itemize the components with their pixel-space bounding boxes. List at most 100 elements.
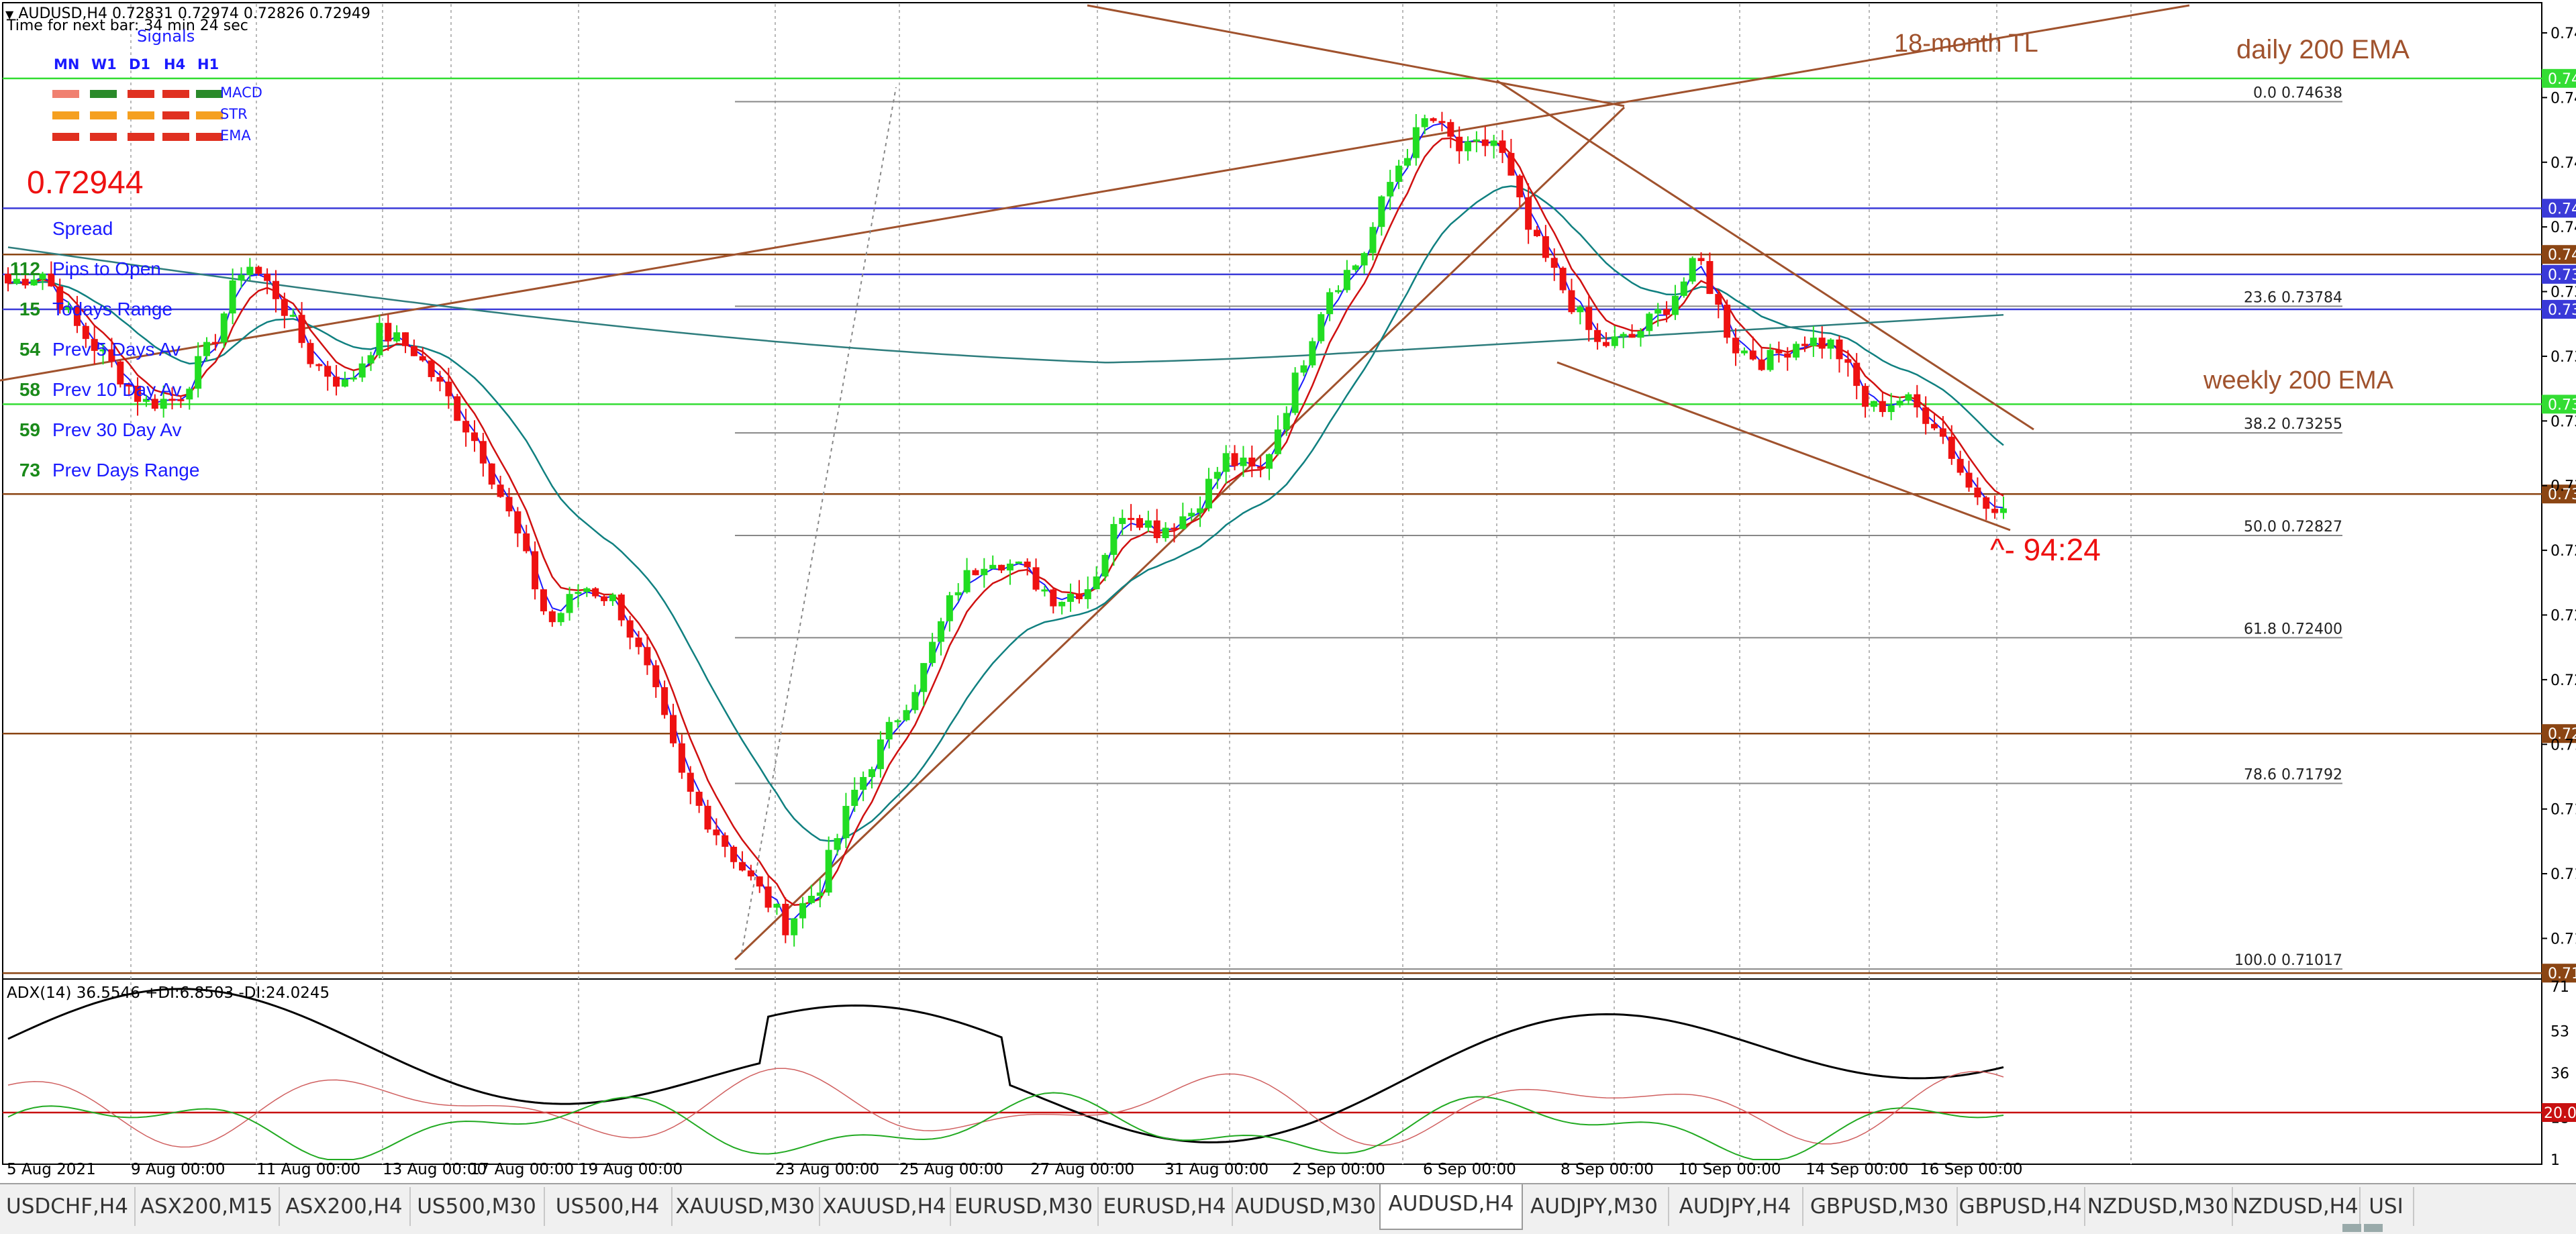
time-axis-label: 10 Sep 00:00 (1678, 1161, 1781, 1178)
candle-body (1887, 405, 1895, 413)
time-axis-label: 11 Aug 00:00 (256, 1161, 361, 1178)
tab-gbpusd-m30[interactable]: GBPUSD,M30 (1802, 1187, 1958, 1226)
candle-body (1024, 561, 1031, 568)
candle-body (1291, 372, 1299, 413)
candle-body (773, 903, 781, 908)
candle-body (860, 776, 867, 790)
adx-line (7, 988, 2004, 1143)
tab-asx200-m15[interactable]: ASX200,M15 (134, 1187, 280, 1226)
candle-body (592, 588, 599, 597)
chart-area[interactable]: 0.0 0.74638 23.6 0.73784 38.2 0.73255 50.0 … (0, 0, 2576, 1183)
candle-body (1283, 413, 1290, 430)
tab-eurusd-h4[interactable]: EURUSD,H4 (1097, 1187, 1233, 1226)
candle-body (1119, 517, 1126, 524)
tab-audjpy-m30[interactable]: AUDJPY,M30 (1520, 1187, 1669, 1226)
signal-indicator (52, 90, 79, 98)
candle-body (238, 274, 245, 280)
signal-indicator (128, 133, 154, 141)
candle-body (747, 870, 754, 877)
candle-body (1412, 127, 1420, 158)
tab-scroll-right-icon[interactable] (2364, 1224, 2383, 1232)
candle-body (454, 396, 461, 421)
tab-audusd-m30[interactable]: AUDUSD,M30 (1232, 1187, 1381, 1226)
candle-body (410, 346, 417, 356)
candle-body (419, 356, 426, 361)
tab-us500-m30[interactable]: US500,M30 (409, 1187, 545, 1226)
info-value: 54 (19, 339, 40, 360)
candle-body (626, 620, 634, 638)
price-tick-label: 0.73305 (2550, 413, 2576, 430)
candle-body (782, 903, 789, 935)
candle-body (1732, 338, 1740, 354)
candle-body (1853, 362, 1861, 387)
candle-body (1559, 268, 1567, 291)
info-row: 58 Prev 10 Day Av (0, 379, 182, 401)
candle-body (367, 355, 375, 364)
tab-nzdusd-h4[interactable]: NZDUSD,H4 (2232, 1187, 2361, 1226)
candle-body (376, 323, 383, 356)
fib-label: 61.8 0.72400 (2244, 621, 2342, 637)
trendline-descending-upper[interactable] (1496, 79, 2034, 431)
time-axis-label: 31 Aug 00:00 (1165, 1161, 1269, 1178)
level-price-box (2542, 724, 2576, 743)
info-label: Prev 5 Days Av (52, 339, 181, 360)
time-axis-label: 5 Aug 2021 (7, 1161, 96, 1178)
candle-body (1775, 350, 1783, 354)
candle-body (963, 570, 971, 593)
candle-body (730, 846, 738, 862)
candle-body (1179, 516, 1187, 529)
candle-body (393, 332, 401, 342)
tab-eurusd-m30[interactable]: EURUSD,M30 (950, 1187, 1099, 1226)
candle-body (255, 266, 262, 274)
tab-xauusd-h4[interactable]: XAUUSD,H4 (819, 1187, 951, 1226)
candle-body (851, 789, 858, 807)
candles (5, 111, 2007, 947)
trendline-descending-lower[interactable] (1556, 361, 2011, 531)
tab-asx200-h4[interactable]: ASX200,H4 (279, 1187, 411, 1226)
tab-audjpy-h4[interactable]: AUDJPY,H4 (1668, 1187, 1803, 1226)
time-axis: 5 Aug 2021 9 Aug 00:00 11 Aug 00:00 13 Aug … (0, 1161, 2576, 1182)
tab-usdchf-h4[interactable]: USDCHF,H4 (0, 1187, 136, 1226)
trendline-upper-resistance[interactable] (1087, 4, 1625, 107)
collapse-triangle-icon[interactable]: ▼ (5, 8, 14, 21)
candle-body (203, 342, 211, 356)
tab-xauusd-m30[interactable]: XAUUSD,M30 (671, 1187, 820, 1226)
signal-timeframe: MN (54, 56, 80, 72)
tab-us500-h4[interactable]: US500,H4 (544, 1187, 673, 1226)
tab-audusd-h4[interactable]: AUDUSD,H4 (1379, 1184, 1523, 1230)
candle-body (617, 595, 625, 621)
time-axis-label: 16 Sep 00:00 (1920, 1161, 2023, 1178)
candle-body (652, 665, 660, 688)
signal-row-label: STR (220, 106, 248, 122)
candle-body (532, 551, 539, 590)
candle-body (756, 876, 763, 887)
candle-body (764, 886, 772, 908)
level-price-label: 0.73375 (2548, 397, 2576, 413)
signal-indicator (162, 133, 189, 141)
trendline-18-month[interactable] (0, 4, 2190, 382)
trendline-rising-support[interactable] (734, 106, 1626, 961)
price-tick-label: 0.72225 (2550, 672, 2576, 689)
info-label: Todays Range (52, 299, 173, 319)
tab-nzdusd-m30[interactable]: NZDUSD,M30 (2084, 1187, 2233, 1226)
candle-body (134, 385, 142, 402)
time-axis-label: 6 Sep 00:00 (1423, 1161, 1516, 1178)
candle-body (1715, 294, 1722, 305)
dotted-projection-line (741, 87, 897, 954)
tab-gbpusd-h4[interactable]: GBPUSD,H4 (1956, 1187, 2085, 1226)
candle-body (1931, 423, 1938, 429)
candle-body (1697, 258, 1705, 262)
candle-body (99, 349, 107, 352)
candle-body (713, 829, 720, 835)
candle-body (1991, 509, 1999, 513)
candle-body (246, 266, 254, 275)
tab-usi[interactable]: USI (2359, 1187, 2414, 1226)
candle-body (1403, 158, 1411, 166)
level-price-label: 0.73000 (2548, 486, 2576, 503)
tab-scroll-left-icon[interactable] (2342, 1224, 2361, 1232)
info-value: 15 (19, 299, 40, 319)
info-panel: Spread 112 Pips to Open 15 Todays Range 54 Pre… (0, 218, 228, 486)
info-label: Prev Days Range (52, 460, 200, 480)
candle-body (1067, 593, 1075, 602)
candle-body (1793, 344, 1800, 358)
